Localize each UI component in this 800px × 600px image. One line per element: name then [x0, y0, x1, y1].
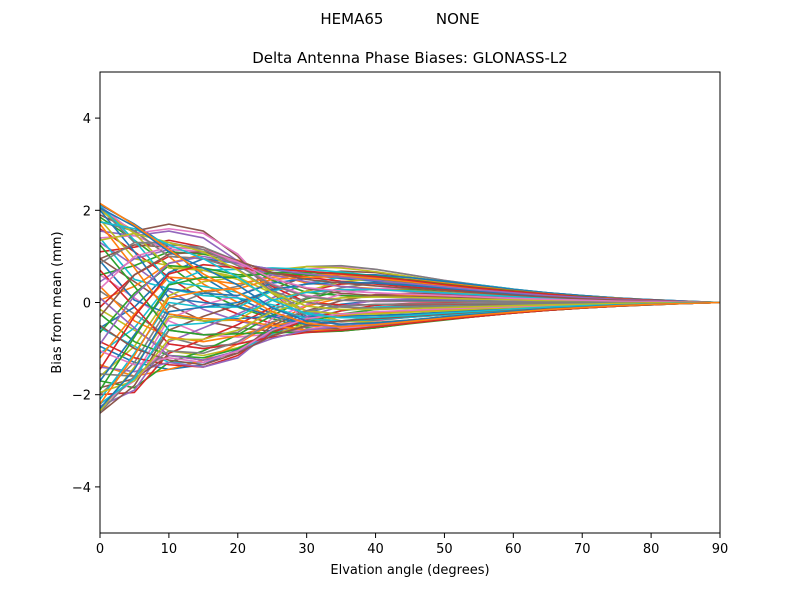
x-tick-label: 60	[505, 542, 522, 557]
x-tick-label: 50	[436, 542, 453, 557]
x-tick-label: 10	[161, 542, 178, 557]
series-line-az-335	[99, 241, 720, 304]
y-tick-label: 0	[83, 297, 91, 312]
x-tick-label: 90	[712, 542, 729, 557]
series-layer	[99, 202, 721, 414]
y-tick-label: 2	[83, 204, 91, 219]
x-tick-label: 30	[298, 542, 315, 557]
figure-suptitle: HEMA65 NONE	[320, 10, 479, 28]
chart-title: Delta Antenna Phase Biases: GLONASS-L2	[252, 49, 568, 67]
series-line-az-340	[99, 232, 720, 311]
x-axis-ticks: 0 10 20 30 40 50 60 70 80 90	[96, 533, 728, 557]
x-tick-label: 20	[230, 542, 247, 557]
x-tick-label: 80	[643, 542, 660, 557]
y-axis-ticks: −4 −2 0 2 4	[72, 112, 100, 496]
series-line-az-320	[99, 255, 721, 345]
series-line-az-355	[99, 202, 721, 328]
x-tick-label: 0	[96, 542, 104, 557]
x-tick-label: 70	[574, 542, 591, 557]
x-axis-label: Elvation angle (degrees)	[330, 563, 489, 578]
y-tick-label: −2	[72, 389, 91, 404]
x-tick-label: 40	[367, 542, 384, 557]
y-tick-label: 4	[83, 112, 91, 127]
y-axis-label: Bias from mean (mm)	[50, 231, 65, 373]
y-tick-label: −4	[72, 481, 91, 496]
